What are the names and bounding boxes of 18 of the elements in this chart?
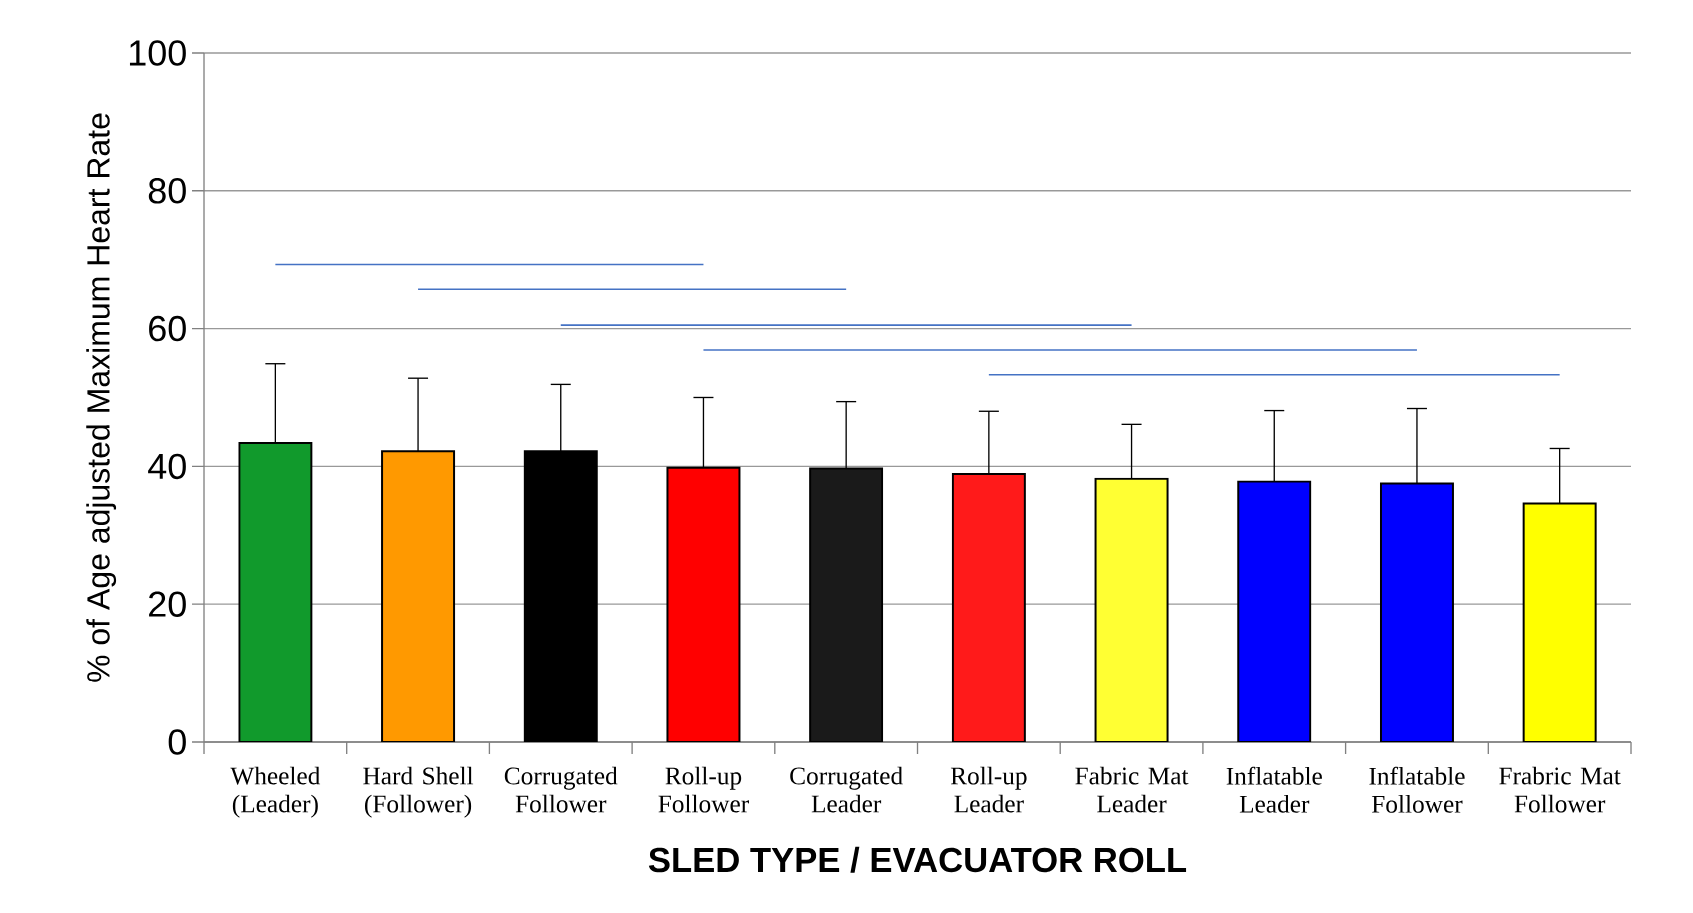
y-tick-label: 60 [149,315,186,342]
y-tick-label: 40 [148,453,186,480]
x-tick-label: Roll-up Follower [658,766,749,813]
x-tick-label: Corrugated Follower [504,766,618,813]
x-tick-label: Inflatable Leader [1226,766,1322,813]
y-tick-label: 80 [148,178,186,204]
x-axis-title: SLED TYPE / EVACUATOR ROLL [648,846,1187,873]
x-tick-label: Corrugated Leader [790,766,903,813]
y-tick-label: 20 [149,591,186,617]
x-tick-label: Wheeled (Leader) [230,766,321,818]
y-tick-label: 100 [129,40,186,66]
x-tick-label: Fabric Mat Leader [1075,766,1189,813]
x-tick-label: Inflatable Follower [1369,766,1465,813]
y-tick-label: 0 [168,729,186,755]
x-tick-label: Frabric Mat Follower [1499,766,1621,813]
x-tick-label: Roll-up Leader [950,766,1027,813]
x-tick-label: Hard Shell (Follower) [363,766,474,818]
y-axis-title: % of Age adjusted Maximum Heart Rate [86,113,117,682]
